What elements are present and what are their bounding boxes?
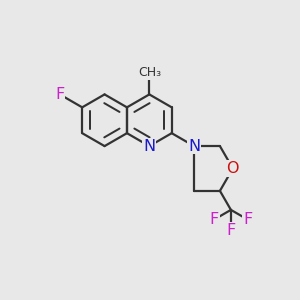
Text: N: N [143,139,155,154]
Text: F: F [243,212,252,227]
Text: F: F [55,87,64,102]
Text: CH₃: CH₃ [138,66,161,79]
Text: O: O [226,161,239,176]
Text: F: F [209,212,219,227]
Text: N: N [188,139,200,154]
Text: F: F [226,223,236,238]
